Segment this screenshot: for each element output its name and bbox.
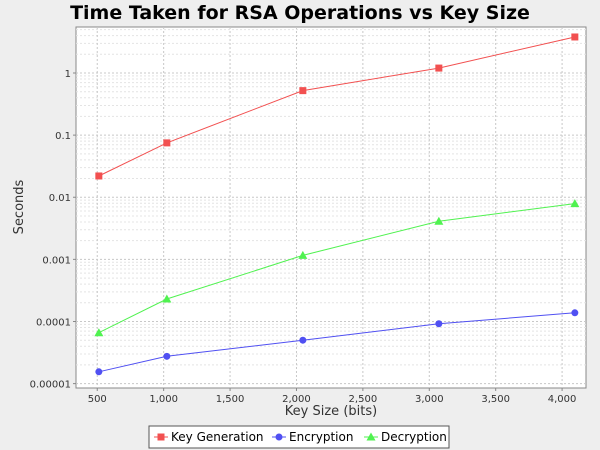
x-tick-label: 1,000	[149, 394, 178, 405]
x-axis-label: Key Size (bits)	[285, 404, 377, 419]
y-tick-label: 0.001	[42, 255, 71, 266]
data-point-encryption	[163, 352, 171, 360]
y-axis-label: Seconds	[12, 179, 27, 234]
data-point-key-generation	[95, 172, 103, 180]
data-point-encryption	[435, 320, 443, 328]
legend-label-decryption: Decryption	[381, 430, 447, 444]
axis-ticks: 0.00001 0.0001 0.001 0.01 0.1 1 500 1,000 1,500 2…	[30, 69, 577, 405]
data-point-key-generation	[299, 87, 307, 95]
plot-area	[75, 26, 587, 389]
x-tick-label: 1,500	[216, 394, 245, 405]
y-tick-label: 0.1	[55, 131, 71, 142]
data-point-decryption	[162, 294, 172, 303]
legend-marker-key-generation	[157, 433, 165, 441]
grid	[76, 27, 586, 388]
legend-marker-decryption	[366, 432, 376, 441]
series-decryption	[94, 199, 580, 337]
x-tick-label: 3,000	[415, 394, 444, 405]
series-encryption	[95, 309, 579, 376]
data-point-encryption	[571, 309, 579, 317]
y-tick-label: 0.00001	[30, 380, 71, 391]
data-point-encryption	[299, 336, 307, 344]
data-point-decryption	[94, 328, 104, 337]
legend-marker-encryption	[275, 433, 283, 441]
data-point-key-generation	[571, 33, 579, 41]
legend-label-encryption: Encryption	[289, 430, 353, 444]
x-tick-label: 500	[88, 394, 107, 405]
legend: Key Generation Encryption Decryption	[154, 430, 447, 444]
data-point-key-generation	[163, 139, 171, 147]
data-point-decryption	[570, 199, 580, 208]
series-key-generation	[95, 33, 579, 180]
x-tick-label: 3,500	[481, 394, 510, 405]
x-tick-label: 2,500	[349, 394, 378, 405]
y-tick-label: 0.0001	[36, 317, 71, 328]
legend-box	[148, 425, 450, 449]
legend-label-key-generation: Key Generation	[171, 430, 264, 444]
data-point-key-generation	[435, 64, 443, 72]
series-group	[94, 33, 580, 376]
x-tick-label: 4,000	[548, 394, 577, 405]
data-point-decryption	[434, 216, 444, 225]
y-tick-label: 0.01	[49, 193, 71, 204]
y-tick-label: 1	[65, 69, 71, 80]
data-point-decryption	[298, 250, 308, 259]
chart-title: Time Taken for RSA Operations vs Key Siz…	[70, 2, 530, 24]
data-point-encryption	[95, 368, 103, 376]
x-tick-label: 2,000	[282, 394, 311, 405]
